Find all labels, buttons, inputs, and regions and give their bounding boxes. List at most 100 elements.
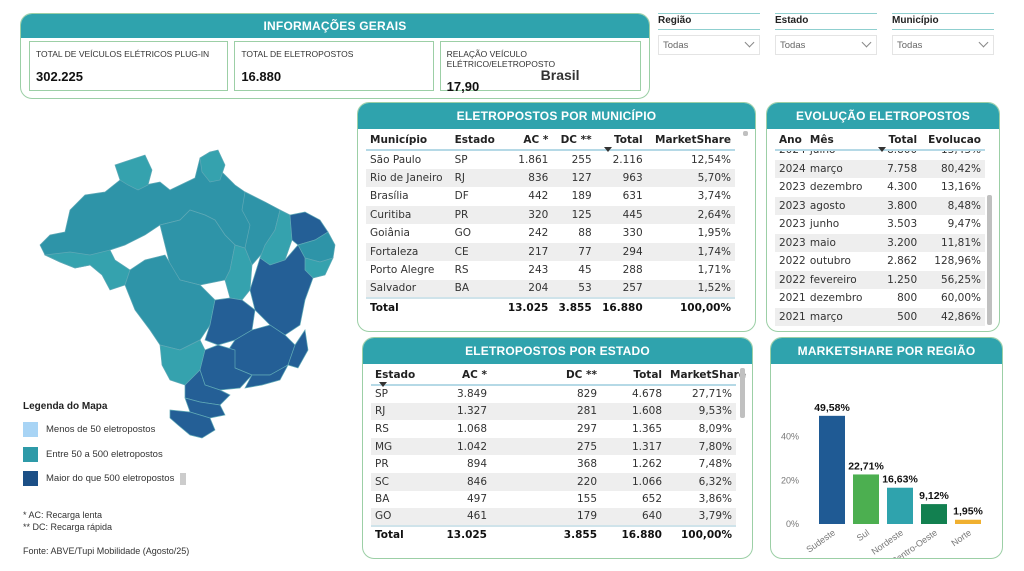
table-cell: GO: [454, 227, 472, 240]
table-row[interactable]: 2022 fevereiro 1.250 56,25%: [775, 270, 985, 289]
bar-sul[interactable]: [853, 474, 879, 524]
column-header[interactable]: Município: [370, 134, 428, 146]
table-cell: 652: [641, 493, 662, 506]
scrollbar[interactable]: [987, 195, 992, 325]
table-cell: 2024: [775, 151, 806, 160]
bar-centro-oeste[interactable]: [921, 504, 947, 524]
scrollbar[interactable]: [740, 368, 745, 418]
table-row[interactable]: 2024 março 7.758 80,42%: [775, 159, 985, 178]
table-row[interactable]: GO 461 179 640 3,79%: [371, 508, 736, 526]
column-header[interactable]: Ano: [779, 134, 802, 146]
column-header[interactable]: DC **: [560, 134, 592, 146]
y-tick-label: 0%: [786, 519, 799, 529]
map-state-maranhao[interactable]: [241, 191, 281, 266]
sort-descending-icon: [379, 382, 387, 387]
legend-label: Menos de 50 eletropostos: [46, 424, 156, 435]
municipio-dropdown[interactable]: Todas: [892, 35, 994, 55]
table-row[interactable]: SC 846 220 1.066 6,32%: [371, 472, 736, 491]
bar-norte[interactable]: [955, 519, 981, 524]
table-cell: 3.503: [887, 218, 918, 231]
table-row[interactable]: Porto Alegre RS 243 45 288 1,71%: [366, 261, 735, 280]
table-cell: 836: [501, 168, 553, 187]
table-row[interactable]: 2023 agosto 3.800 8,48%: [775, 196, 985, 215]
map-state-rio-grande-sul[interactable]: [169, 409, 216, 439]
table-row[interactable]: RJ 1.327 281 1.608 9,53%: [371, 402, 736, 421]
table-cell: 829: [576, 388, 597, 401]
municipio-table: Município Estado AC * DC ** Total MarketShare…: [366, 129, 735, 317]
table-row[interactable]: RS 1.068 297 1.365 8,09%: [371, 420, 736, 438]
column-header[interactable]: Estado: [371, 364, 431, 387]
scrollbar[interactable]: [743, 131, 748, 136]
table-cell: 27,71%: [691, 388, 732, 401]
table-cell: 9,47%: [947, 218, 981, 231]
table-cell: 2,64%: [646, 205, 735, 224]
table-cell: 155: [576, 493, 597, 506]
marketshare-bar-chart: 0%20%40%49,58%Sudeste22,71%Sul16,63%Nord…: [781, 402, 984, 558]
table-row[interactable]: 2023 junho 3.503 9,47%: [775, 215, 985, 234]
map-state-espirito-santo[interactable]: [287, 329, 309, 369]
bar-sudeste[interactable]: [819, 415, 845, 524]
estado-dropdown[interactable]: Todas: [775, 35, 877, 55]
table-row[interactable]: 2023 maio 3.200 11,81%: [775, 233, 985, 252]
evolucao-scroll-area[interactable]: 2024julho8.80013,43%2024março7.75880,42%…: [775, 151, 985, 326]
table-row[interactable]: Fortaleza CE 217 77 294 1,74%: [366, 242, 735, 261]
table-cell: 2023: [779, 218, 806, 231]
table-cell: DF: [454, 190, 469, 203]
table-row[interactable]: 2023 dezembro 4.300 13,16%: [775, 178, 985, 197]
table-row[interactable]: SP 3.849 829 4.678 27,71%: [371, 385, 736, 403]
table-row[interactable]: Brasília DF 442 189 631 3,74%: [366, 187, 735, 206]
municipio-table-panel: ELETROPOSTOS POR MUNICÍPIO Município Esta…: [357, 102, 756, 332]
table-cell: 3,79%: [666, 508, 736, 526]
legend-scrollbar[interactable]: [180, 472, 187, 485]
table-cell: SP: [375, 388, 388, 401]
table-row[interactable]: Salvador BA 204 53 257 1,52%: [366, 279, 735, 298]
source-note: Fonte: ABVE/Tupi Mobilidade (Agosto/25): [23, 546, 190, 556]
column-header[interactable]: Mês: [809, 134, 834, 146]
regiao-dropdown[interactable]: Todas: [658, 35, 760, 55]
column-header[interactable]: DC **: [565, 369, 597, 381]
map-state-amapa[interactable]: [199, 149, 226, 183]
table-cell: PR: [375, 458, 389, 471]
table-cell: 1,71%: [697, 264, 731, 277]
table-cell: 288: [622, 264, 643, 277]
slicer-regiao: Região Todas: [658, 13, 760, 55]
table-cell: Rio de Janeiro: [366, 168, 451, 187]
column-header[interactable]: AC *: [462, 369, 487, 381]
table-row[interactable]: Curitiba PR 320 125 445 2,64%: [366, 205, 735, 224]
table-row[interactable]: 2024julho8.80013,43%: [775, 151, 985, 160]
column-header[interactable]: Total: [633, 369, 662, 381]
table-cell: 77: [552, 242, 596, 261]
table-row[interactable]: MG 1.042 275 1.317 7,80%: [371, 437, 736, 456]
column-header[interactable]: Evolucao: [928, 134, 981, 146]
map-state-rio-de-janeiro[interactable]: [244, 364, 289, 389]
table-row[interactable]: 2021 março 500 42,86%: [775, 307, 985, 326]
table-cell: 1.250: [869, 270, 922, 289]
table-cell: 1.365: [631, 422, 662, 435]
table-row[interactable]: 2022 outubro 2.862 128,96%: [775, 252, 985, 271]
column-header[interactable]: Estado: [454, 134, 495, 146]
estado-table-title: ELETROPOSTOS POR ESTADO: [363, 338, 752, 364]
map-state-acre-rondonia[interactable]: [43, 249, 131, 291]
table-cell: 56,25%: [921, 270, 985, 289]
slicer-municipio: Município Todas: [892, 13, 994, 55]
evolucao-table-title: EVOLUÇÃO ELETROPOSTOS: [767, 103, 999, 129]
column-header[interactable]: MarketShare: [655, 134, 731, 146]
table-cell: 1.327: [431, 402, 491, 421]
total-row: Total 13.025 3.855 16.880 100,00%: [371, 524, 736, 544]
evolucao-table: Ano Mês Total Evolucao: [775, 129, 985, 152]
column-header[interactable]: MarketShare: [670, 369, 746, 381]
table-row[interactable]: PR 894 368 1.262 7,48%: [371, 455, 736, 473]
bar-nordeste[interactable]: [887, 487, 913, 524]
column-header[interactable]: Total: [870, 129, 921, 152]
table-row[interactable]: São Paulo SP 1.861 255 2.116 12,54%: [366, 150, 735, 169]
table-row[interactable]: BA 497 155 652 3,86%: [371, 491, 736, 509]
column-header[interactable]: Total: [596, 129, 647, 152]
map-state-roraima[interactable]: [114, 154, 153, 191]
table-row[interactable]: Goiânia GO 242 88 330 1,95%: [366, 224, 735, 243]
brazil-map[interactable]: [30, 140, 340, 440]
table-row[interactable]: Rio de Janeiro RJ 836 127 963 5,70%: [366, 168, 735, 187]
table-row[interactable]: 2021 dezembro 800 60,00%: [775, 289, 985, 308]
regiao-chart-panel: MARKETSHARE POR REGIÃO 0% 20% 40% 49,58% Sud…: [770, 337, 1003, 559]
column-header[interactable]: AC *: [523, 134, 549, 146]
slicer-title: Estado: [775, 13, 877, 30]
